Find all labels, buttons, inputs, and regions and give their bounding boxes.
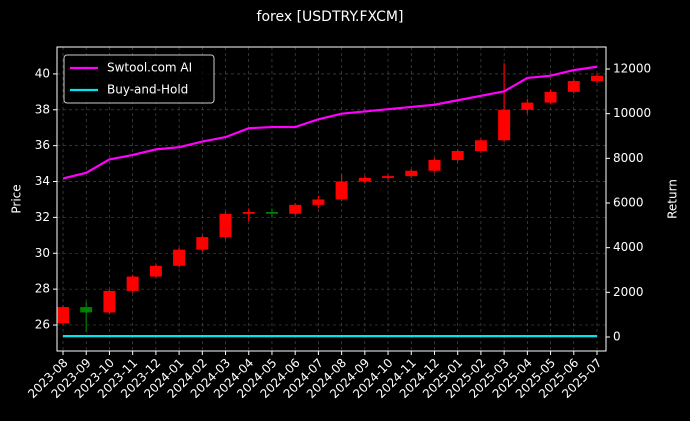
- candle-body: [451, 151, 464, 160]
- candle-body: [474, 140, 487, 152]
- y2-tick-label: 8000: [613, 151, 644, 165]
- candle-body: [103, 290, 116, 313]
- candle-body: [219, 213, 232, 238]
- candle-body: [242, 212, 255, 214]
- candle-body: [196, 237, 209, 250]
- candle-body: [358, 177, 371, 182]
- y-axis-label: Price: [10, 184, 24, 213]
- legend-label: Swtool.com AI: [107, 61, 192, 75]
- candle-body: [173, 249, 186, 266]
- candle-body: [405, 170, 418, 177]
- candle-body: [498, 109, 511, 141]
- candle-body: [544, 91, 557, 103]
- y2-tick-label: 6000: [613, 195, 644, 209]
- chart-title: forex [USDTRY.FXCM]: [257, 9, 404, 25]
- y-tick-label: 26: [35, 317, 50, 331]
- candle-body: [289, 204, 302, 214]
- y2-tick-label: 12000: [613, 61, 651, 75]
- y2-tick-label: 10000: [613, 106, 651, 120]
- y2-tick-label: 2000: [613, 285, 644, 299]
- y-tick-label: 34: [35, 174, 50, 188]
- y-tick-label: 38: [35, 102, 50, 116]
- candle-body: [382, 176, 395, 178]
- candle-body: [126, 276, 139, 291]
- candle-body: [57, 307, 69, 324]
- series-line: [62, 65, 598, 180]
- candle-body: [521, 102, 534, 110]
- y-tick-label: 28: [35, 282, 50, 296]
- candle-body: [428, 159, 441, 171]
- candle-body: [567, 81, 580, 92]
- candle-body: [265, 212, 278, 214]
- legend-box: [63, 54, 215, 104]
- candle-body: [591, 75, 603, 82]
- y2-tick-label: 0: [613, 329, 621, 343]
- candle-body: [149, 265, 162, 277]
- y-tick-label: 30: [35, 246, 50, 260]
- legend-label: Buy-and-Hold: [107, 83, 188, 97]
- plot-frame: [56, 46, 607, 352]
- candle-body: [335, 181, 348, 200]
- y-tick-label: 36: [35, 138, 50, 152]
- candle-body: [80, 307, 93, 313]
- y-tick-label: 40: [35, 66, 50, 80]
- y-tick-label: 32: [35, 210, 50, 224]
- y2-axis-label: Return: [666, 179, 680, 219]
- candle-body: [312, 199, 325, 205]
- y2-tick-label: 4000: [613, 240, 644, 254]
